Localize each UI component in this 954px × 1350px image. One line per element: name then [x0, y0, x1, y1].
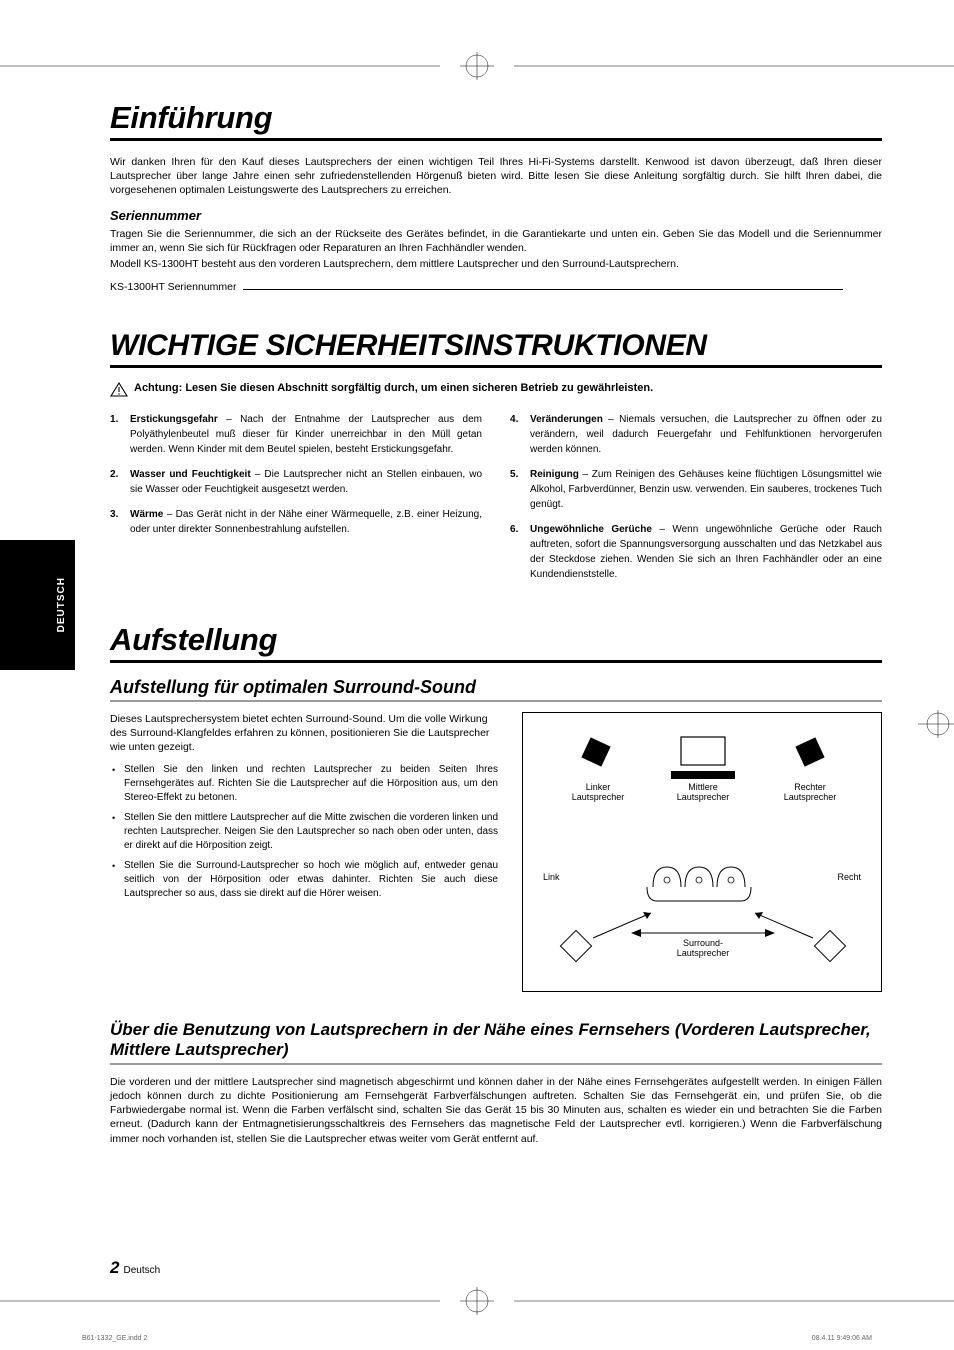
warning-icon: [110, 382, 128, 400]
intro-paragraph: Wir danken Ihren für den Kauf dieses Lau…: [110, 155, 882, 198]
diagram-left-label: Link: [543, 873, 560, 883]
safety-list-right: Veränderungen – Niemals versuchen, die L…: [510, 412, 882, 582]
setup-intro: Dieses Lautsprechersystem bietet echten …: [110, 712, 498, 755]
tv-paragraph: Die vorderen und der mittlere Lautsprech…: [110, 1075, 882, 1146]
serial-field: KS-1300HT Seriennummer: [110, 281, 882, 293]
safety-item: Wärme – Das Gerät nicht in der Nähe eine…: [110, 507, 482, 537]
subheading-surround: Aufstellung für optimalen Surround-Sound: [110, 677, 882, 702]
safety-item: Veränderungen – Niemals versuchen, die L…: [510, 412, 882, 457]
warning-text: Achtung: Lesen Sie diesen Abschnitt sorg…: [134, 382, 653, 394]
heading-intro: Einführung: [110, 100, 882, 141]
safety-columns: Erstickungsgefahr – Nach der Entnahme de…: [110, 412, 882, 592]
safety-item: Erstickungsgefahr – Nach der Entnahme de…: [110, 412, 482, 457]
heading-setup: Aufstellung: [110, 622, 882, 663]
page-lang: Deutsch: [123, 1265, 160, 1276]
imprint-left: B61-1332_GE.indd 2: [82, 1335, 147, 1342]
language-tab: DEUTSCH: [0, 540, 75, 670]
diagram-surround-label: Surround- Lautsprecher: [668, 939, 738, 959]
speaker-diagram: Linker Lautsprecher Mittlere Lautspreche…: [522, 712, 882, 992]
diagram-right-speaker-label: Rechter Lautsprecher: [775, 783, 845, 803]
safety-item: Ungewöhnliche Gerüche – Wenn ungewöhnlic…: [510, 522, 882, 582]
safety-item: Reinigung – Zum Reinigen des Gehäuses ke…: [510, 467, 882, 512]
setup-bullet: Stellen Sie den linken und rechten Lauts…: [110, 763, 498, 805]
language-tab-label: DEUTSCH: [56, 577, 67, 632]
crop-mark-bottom: [0, 1287, 954, 1318]
crop-mark-right: [918, 710, 954, 741]
page-number: 2: [110, 1258, 119, 1278]
setup-row: Dieses Lautsprechersystem bietet echten …: [110, 712, 882, 992]
serial-para-2: Modell KS-1300HT besteht aus den vordere…: [110, 257, 882, 271]
serial-underline: [243, 289, 843, 290]
serial-heading: Seriennummer: [110, 208, 882, 223]
setup-text-col: Dieses Lautsprechersystem bietet echten …: [110, 712, 498, 907]
page-content: Einführung Wir danken Ihren für den Kauf…: [70, 40, 882, 1156]
subheading-tv: Über die Benutzung von Lautsprechern in …: [110, 1020, 882, 1065]
diagram-right-label: Recht: [837, 873, 861, 883]
page-footer: 2 Deutsch: [70, 1258, 882, 1278]
warning-row: Achtung: Lesen Sie diesen Abschnitt sorg…: [110, 382, 882, 400]
imprint-row: B61-1332_GE.indd 2 08.4.11 9:49:06 AM: [82, 1335, 872, 1342]
imprint-right: 08.4.11 9:49:06 AM: [812, 1335, 872, 1342]
safety-list-left: Erstickungsgefahr – Nach der Entnahme de…: [110, 412, 482, 537]
setup-bullets: Stellen Sie den linken und rechten Lauts…: [110, 763, 498, 901]
diagram-left-speaker-label: Linker Lautsprecher: [563, 783, 633, 803]
diagram-center-speaker-label: Mittlere Lautsprecher: [668, 783, 738, 803]
setup-bullet: Stellen Sie den mittlere Lautsprecher au…: [110, 811, 498, 853]
setup-bullet: Stellen Sie die Surround-Lautsprecher so…: [110, 859, 498, 901]
safety-item: Wasser und Feuchtigkeit – Die Lautsprech…: [110, 467, 482, 497]
heading-safety: WICHTIGE SICHERHEITSINSTRUKTIONEN: [110, 329, 882, 368]
serial-para-1: Tragen Sie die Seriennummer, die sich an…: [110, 227, 882, 255]
serial-label: KS-1300HT Seriennummer: [110, 281, 236, 293]
setup-diagram-col: Linker Lautsprecher Mittlere Lautspreche…: [522, 712, 882, 992]
